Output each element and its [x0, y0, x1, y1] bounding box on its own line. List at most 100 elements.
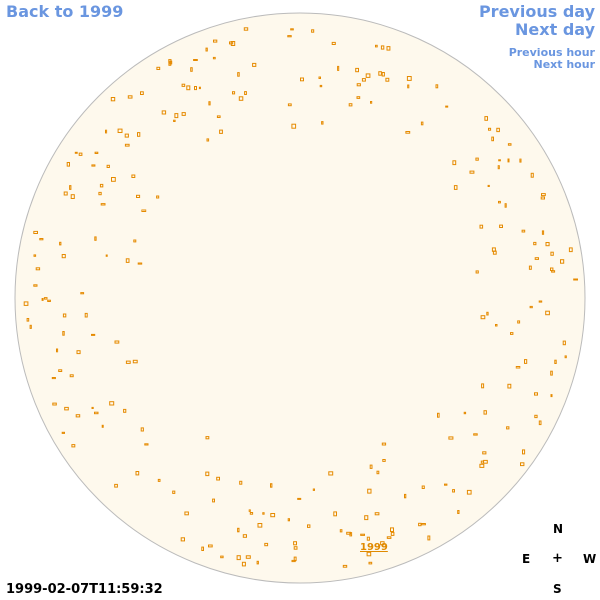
spot	[29, 324, 32, 329]
spot	[293, 541, 298, 546]
spot	[74, 151, 78, 154]
spot	[453, 185, 458, 190]
back-link[interactable]: Back to 1999	[6, 2, 124, 21]
spot	[141, 209, 147, 212]
spot	[140, 427, 144, 432]
spot	[62, 331, 65, 336]
spot	[33, 230, 38, 234]
spot	[541, 193, 546, 197]
spot	[482, 451, 487, 455]
spot	[61, 431, 66, 434]
spot	[64, 406, 69, 411]
spot	[463, 411, 467, 415]
spot	[497, 165, 500, 170]
spot	[208, 101, 211, 106]
spot	[59, 241, 62, 246]
spot	[51, 377, 56, 380]
spot	[488, 127, 492, 131]
spot	[105, 129, 108, 134]
spot	[479, 224, 484, 229]
spot	[356, 83, 361, 87]
spot	[510, 332, 514, 335]
spot	[39, 238, 44, 241]
spot	[300, 77, 304, 82]
spot	[132, 359, 138, 364]
compass-east: E	[522, 552, 531, 566]
spot	[452, 489, 456, 493]
spot	[61, 254, 66, 259]
spot	[256, 560, 259, 565]
spot	[91, 164, 96, 167]
spot	[106, 164, 110, 169]
spot	[287, 518, 291, 522]
spot	[291, 123, 297, 129]
spot	[232, 91, 236, 95]
spot	[427, 535, 431, 541]
spot	[26, 318, 30, 322]
spot	[550, 251, 554, 256]
spot	[466, 489, 472, 495]
spot	[242, 534, 248, 538]
spot	[94, 151, 99, 154]
next-day-link[interactable]: Next day	[515, 20, 595, 39]
spot	[473, 433, 478, 436]
spot	[98, 191, 102, 196]
spot	[386, 46, 391, 51]
spot	[173, 119, 176, 122]
spot	[190, 67, 193, 72]
spot	[545, 310, 550, 316]
spot	[311, 29, 315, 33]
spot	[378, 71, 382, 76]
spot	[506, 426, 510, 430]
spot	[252, 62, 257, 67]
spot	[375, 44, 378, 48]
spot	[58, 369, 63, 372]
spot	[475, 157, 479, 161]
spot	[62, 313, 67, 318]
spot	[219, 129, 223, 134]
spot	[213, 39, 218, 43]
spot	[348, 103, 353, 107]
spot	[437, 412, 440, 418]
spot	[290, 28, 294, 31]
spot	[498, 159, 501, 162]
spot	[483, 459, 488, 464]
spot	[47, 299, 51, 303]
spot	[568, 247, 573, 253]
spot	[445, 105, 449, 108]
spot	[69, 185, 72, 190]
next-hour-link[interactable]: Next hour	[533, 58, 596, 71]
spot	[342, 564, 348, 568]
spot	[457, 510, 460, 514]
spot	[380, 45, 385, 50]
spot	[538, 300, 543, 303]
previous-hour-link[interactable]: Previous hour	[508, 46, 595, 59]
spot	[241, 561, 246, 567]
spot	[339, 529, 343, 533]
previous-day-link[interactable]: Previous day	[478, 2, 595, 21]
spot	[236, 555, 241, 561]
spot	[287, 103, 292, 107]
spot	[321, 121, 324, 125]
spot	[404, 493, 407, 499]
spot	[63, 191, 68, 196]
spot	[374, 512, 380, 516]
spot	[390, 531, 395, 536]
spot	[156, 195, 160, 199]
spot	[230, 41, 236, 46]
spot	[136, 194, 141, 199]
spot	[486, 311, 489, 316]
spot	[249, 512, 254, 515]
spot	[91, 333, 96, 336]
spot	[560, 259, 565, 264]
spot	[212, 498, 216, 503]
image-label-link[interactable]: 1999	[360, 542, 388, 553]
spot	[380, 541, 385, 546]
spot	[541, 230, 545, 235]
spot	[328, 471, 334, 476]
spot	[550, 394, 553, 398]
spot	[33, 284, 38, 287]
spot	[238, 96, 244, 101]
